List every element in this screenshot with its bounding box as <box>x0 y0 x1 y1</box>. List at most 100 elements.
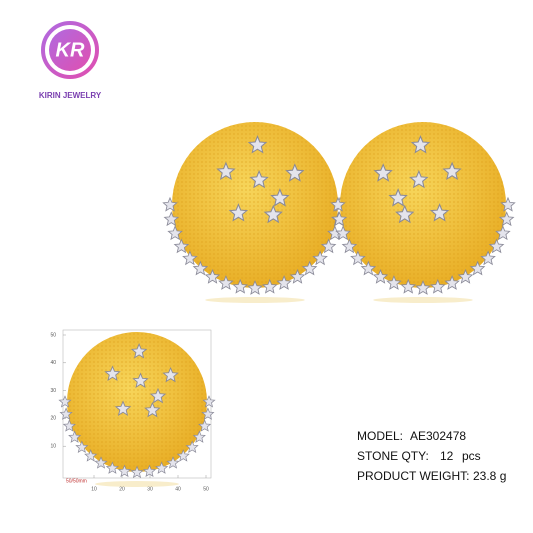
shadow <box>205 297 305 303</box>
logo-ring <box>41 21 99 79</box>
star <box>247 280 263 295</box>
ruler-y-label: 30 <box>50 388 56 394</box>
star <box>232 278 248 294</box>
star <box>249 169 269 189</box>
star <box>320 238 337 254</box>
star <box>144 401 161 418</box>
star <box>341 238 358 254</box>
star <box>132 372 149 388</box>
spec-value: 12 <box>440 449 454 463</box>
star <box>75 440 89 453</box>
earrings <box>58 122 516 487</box>
star <box>289 269 306 284</box>
star <box>400 278 416 294</box>
star <box>480 250 496 266</box>
star <box>429 203 450 222</box>
spec-label: STONE QTY: <box>357 449 429 463</box>
star <box>228 203 249 222</box>
star <box>59 407 73 420</box>
star <box>373 163 393 182</box>
star <box>335 225 351 241</box>
star <box>469 260 486 276</box>
specs: MODEL: AE302478 STONE QTY: 12 pcs PRODUC… <box>357 429 506 483</box>
star <box>94 456 108 469</box>
star <box>176 449 190 462</box>
logo: KR KIRIN JEWELRY <box>39 21 102 100</box>
star <box>202 395 216 408</box>
star <box>276 275 292 290</box>
spec-label: PRODUCT WEIGHT: <box>357 469 469 483</box>
star <box>410 135 431 154</box>
star <box>58 395 72 408</box>
star <box>117 464 132 478</box>
star <box>166 456 180 469</box>
star <box>105 461 119 474</box>
star <box>204 269 221 284</box>
star <box>395 204 415 224</box>
brand-name: KIRIN JEWELRY <box>39 91 102 100</box>
star <box>173 238 190 254</box>
star <box>163 211 180 227</box>
star <box>360 260 377 276</box>
logo-disc <box>49 29 91 71</box>
star <box>263 204 283 224</box>
star <box>192 260 209 276</box>
star <box>198 419 212 432</box>
star <box>130 343 148 359</box>
star <box>285 163 305 182</box>
star <box>330 196 346 212</box>
earring <box>330 122 516 303</box>
ruler-x-label: 10 <box>91 486 97 492</box>
star <box>155 461 169 474</box>
star <box>457 269 474 284</box>
spec-unit: pcs <box>462 449 481 463</box>
star <box>182 250 198 266</box>
ruler-y-label: 50 <box>50 332 56 338</box>
star <box>62 419 76 432</box>
mesh <box>340 122 506 288</box>
star <box>192 430 206 443</box>
star <box>386 275 402 290</box>
earring <box>162 122 348 303</box>
star <box>498 211 515 227</box>
ruler-x-label: 20 <box>119 486 125 492</box>
star <box>162 196 178 212</box>
star <box>167 225 183 241</box>
shadow <box>95 481 179 487</box>
star <box>331 211 348 227</box>
star <box>68 430 82 443</box>
star <box>312 250 328 266</box>
spec-label: MODEL: <box>357 429 403 443</box>
ruler-scale: 50/50mm <box>66 478 87 484</box>
ruler-y-label: 40 <box>50 360 56 366</box>
star <box>350 250 366 266</box>
ruler-x-label: 30 <box>147 486 153 492</box>
star <box>149 387 167 404</box>
star <box>415 280 431 295</box>
earring <box>58 332 216 487</box>
shadow <box>373 297 473 303</box>
star <box>201 407 215 420</box>
star <box>500 196 516 212</box>
star <box>162 366 179 383</box>
star <box>488 238 505 254</box>
ruler-x-label: 50 <box>203 486 209 492</box>
star <box>130 465 144 479</box>
star <box>262 278 278 294</box>
logo-mark: KR <box>56 39 85 61</box>
ruler-y-label: 10 <box>50 444 56 450</box>
ruler-x-label: 40 <box>175 486 181 492</box>
spec-value: AE302478 <box>410 429 466 443</box>
star <box>218 275 234 290</box>
star <box>409 169 429 189</box>
star <box>442 161 462 181</box>
mesh <box>172 122 338 288</box>
star <box>430 278 446 294</box>
star <box>301 260 318 276</box>
star <box>142 464 157 478</box>
star <box>388 188 408 207</box>
star <box>84 449 98 462</box>
